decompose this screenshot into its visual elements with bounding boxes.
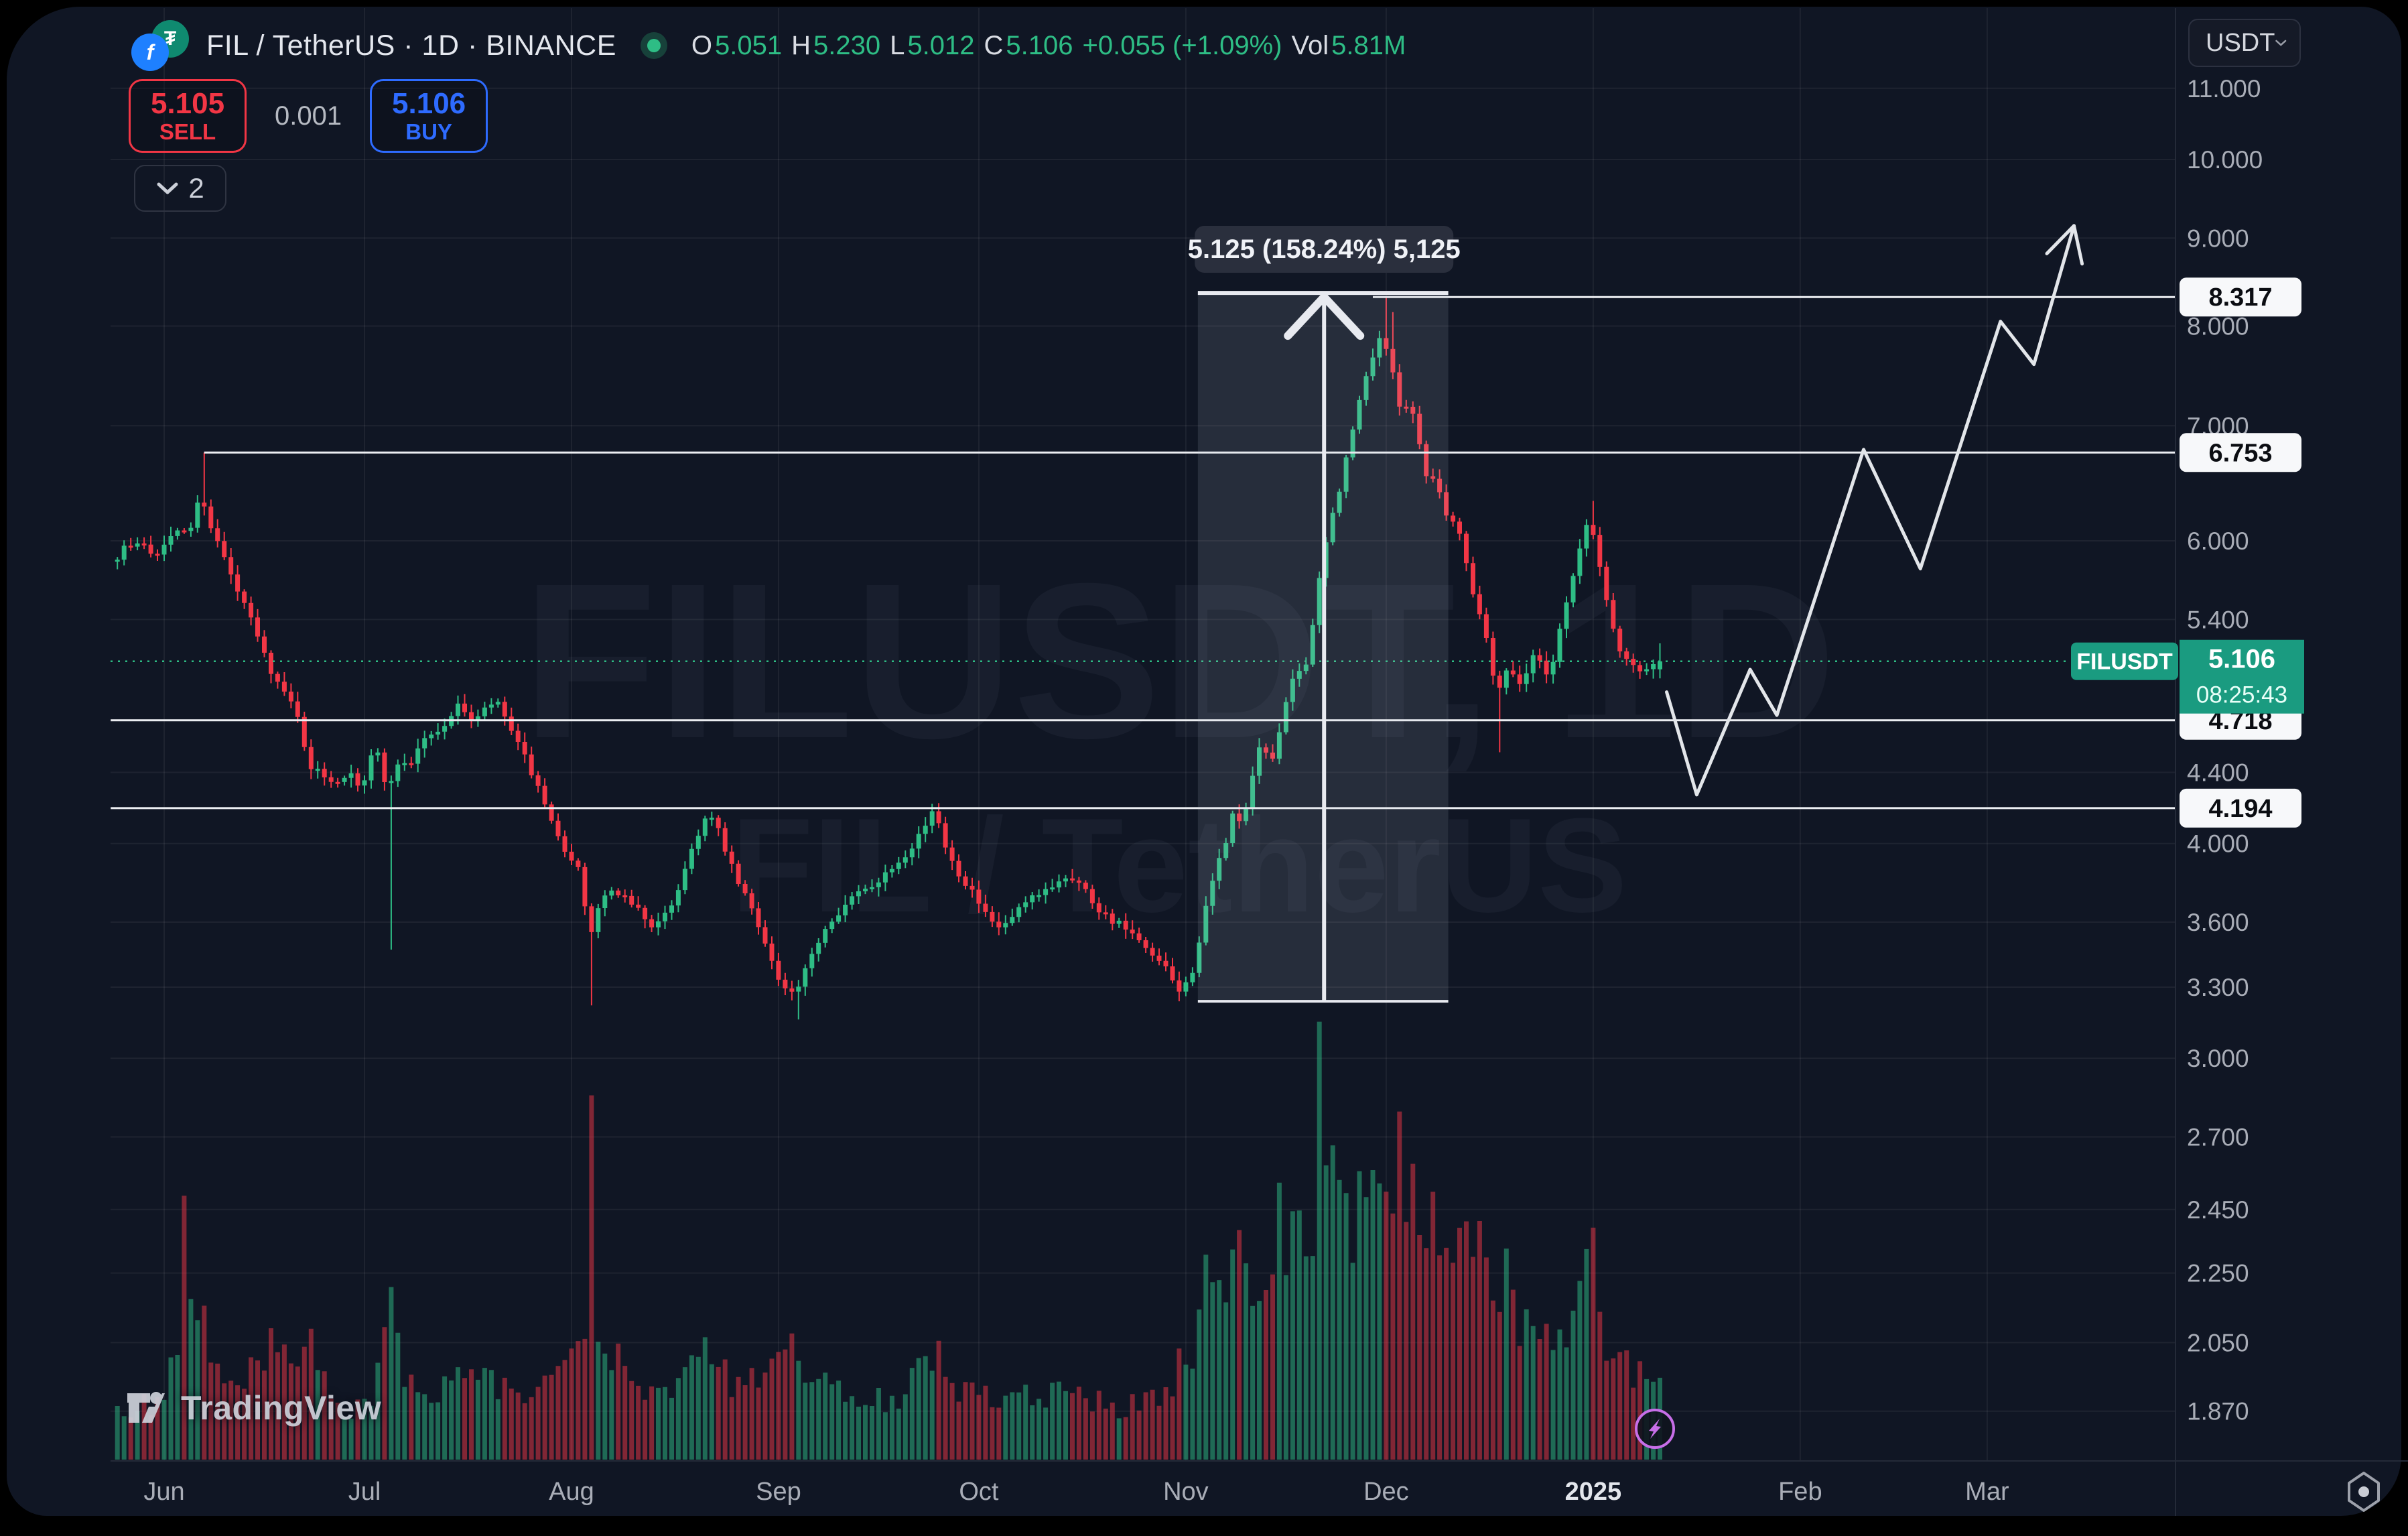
svg-text:5.106: 5.106 xyxy=(2208,645,2275,674)
measure-arrow-icon xyxy=(1284,293,1365,340)
high-key: H xyxy=(791,30,811,60)
open-key: O xyxy=(691,30,713,60)
buy-price: 5.106 xyxy=(392,86,466,120)
currency-select-button[interactable]: USDT xyxy=(2188,19,2301,67)
tradingview-logo-text: TradingView xyxy=(181,1389,382,1427)
price-axis-label: 4.000 xyxy=(2187,830,2249,858)
time-axis-label: Jun xyxy=(143,1478,184,1506)
time-axis-label: Oct xyxy=(959,1478,999,1506)
time-axis-label: 2025 xyxy=(1565,1478,1622,1506)
buy-label: BUY xyxy=(405,119,452,145)
open-value: 5.051 xyxy=(715,30,783,60)
change-value: +0.055 (+1.09%) xyxy=(1082,30,1282,60)
price-axis-label: 3.000 xyxy=(2187,1045,2249,1072)
time-axis-label: Nov xyxy=(1163,1478,1209,1506)
ohlc-readout: O 5.051 H 5.230 L 5.012 C 5.106 +0.055 (+1.0… xyxy=(691,31,1406,61)
level-price-box xyxy=(2180,277,2301,317)
time-axis-label: Feb xyxy=(1778,1478,1822,1506)
price-axis-label: 10.000 xyxy=(2187,146,2263,174)
chevron-down-icon xyxy=(2275,40,2287,46)
current-price-box xyxy=(2180,639,2304,714)
price-axis-label: 2.450 xyxy=(2187,1196,2249,1224)
high-value: 5.230 xyxy=(813,30,881,60)
low-value: 5.012 xyxy=(907,30,975,60)
symbol-coin-icon: ₮ f xyxy=(131,20,189,71)
currency-label: USDT xyxy=(2206,28,2275,57)
filecoin-coin-icon: f xyxy=(131,34,169,71)
volume-layer xyxy=(115,1021,1663,1460)
projection-drawing[interactable] xyxy=(1665,224,2084,797)
svg-text:6.753: 6.753 xyxy=(2208,439,2272,467)
measure-tool[interactable]: 5.125 (158.24%) 5,125 xyxy=(1188,226,1461,1003)
price-axis-label: 4.400 xyxy=(2187,759,2249,787)
tradingview-logo-icon xyxy=(127,1392,165,1423)
price-axis-label: 2.700 xyxy=(2187,1124,2249,1151)
buy-button[interactable]: 5.106 BUY xyxy=(370,79,488,153)
spread-value: 0.001 xyxy=(275,101,342,131)
measure-label-box xyxy=(1195,226,1454,273)
time-axis-label: Mar xyxy=(1965,1478,2009,1506)
symbol-price-tag xyxy=(2071,642,2178,680)
svg-text:4.194: 4.194 xyxy=(2208,795,2272,823)
close-key: C xyxy=(984,30,1004,60)
measure-label: 5.125 (158.24%) 5,125 xyxy=(1188,235,1461,264)
time-axis-label: Aug xyxy=(549,1478,594,1506)
svg-text:FILUSDT: FILUSDT xyxy=(2076,649,2173,675)
time-axis-label: Sep xyxy=(756,1478,801,1506)
price-axis-label: 8.000 xyxy=(2187,313,2249,340)
price-axis-label: 2.250 xyxy=(2187,1260,2249,1287)
time-axis-label: Dec xyxy=(1363,1478,1409,1506)
level-lines[interactable] xyxy=(111,296,2176,810)
sell-button[interactable]: 5.105 SELL xyxy=(129,79,247,153)
price-axis[interactable]: 11.00010.0009.0008.0007.0006.0005.4004.4… xyxy=(111,8,2408,1516)
symbol-title[interactable]: FIL / TetherUS · 1D · BINANCE xyxy=(206,29,616,62)
svg-text:8.317: 8.317 xyxy=(2208,283,2272,312)
price-axis-label: 3.600 xyxy=(2187,909,2249,936)
sell-label: SELL xyxy=(159,119,216,145)
level-price-box xyxy=(2180,788,2301,828)
connection-status-icon[interactable] xyxy=(640,32,667,59)
flash-icon[interactable] xyxy=(1635,1409,1675,1449)
price-axis-label: 3.300 xyxy=(2187,974,2249,1001)
price-axis-label: 6.000 xyxy=(2187,527,2249,555)
grid-layer xyxy=(111,8,2176,1461)
sell-price: 5.105 xyxy=(150,86,225,120)
close-value: 5.106 xyxy=(1006,30,1073,60)
chevron-down-icon xyxy=(157,182,178,194)
price-axis-label: 9.000 xyxy=(2187,225,2249,252)
level-price-box xyxy=(2180,433,2301,472)
time-axis-label: Jul xyxy=(348,1478,381,1506)
object-tree-badge[interactable]: 2 xyxy=(134,165,226,212)
price-axis-label: 5.400 xyxy=(2187,606,2249,633)
price-axis-label: 2.050 xyxy=(2187,1329,2249,1356)
price-axis-label: 1.870 xyxy=(2187,1398,2249,1425)
tradingview-logo[interactable]: TradingView xyxy=(126,1389,381,1427)
svg-text:FIL / TetherUS: FIL / TetherUS xyxy=(731,791,1627,940)
axis-settings-icon[interactable] xyxy=(2348,1472,2380,1512)
time-axis[interactable]: Jun Jul Aug Sep Oct Nov Dec 2025 Feb Mar xyxy=(143,1478,2009,1506)
object-tree-count: 2 xyxy=(188,172,204,204)
symbol-header: ₮ f FIL / TetherUS · 1D · BINANCE O 5.051… xyxy=(131,20,1406,71)
trade-panel: 5.105 SELL 0.001 5.106 BUY xyxy=(129,79,488,153)
price-axis-label: 11.000 xyxy=(2187,75,2261,103)
low-key: L xyxy=(890,30,905,60)
volume-value: 5.81M xyxy=(1331,30,1406,60)
volume-key: Vol xyxy=(1291,30,1329,60)
bar-countdown: 08:25:43 xyxy=(2196,682,2287,708)
